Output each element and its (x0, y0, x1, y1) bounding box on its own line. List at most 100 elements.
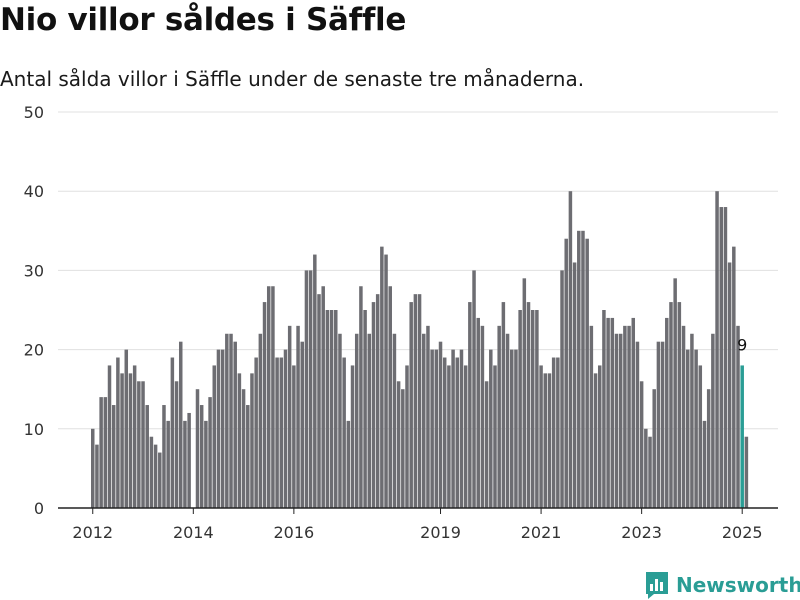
bar (413, 294, 418, 508)
bar (690, 333, 694, 508)
bar (472, 270, 476, 508)
bar (589, 325, 594, 508)
bar (313, 254, 317, 508)
bar (719, 207, 723, 509)
bar (518, 310, 522, 508)
bar (723, 207, 728, 509)
bar (275, 357, 279, 508)
chart-title: Nio villor såldes i Säffle (0, 2, 407, 38)
bar (715, 191, 719, 508)
bar (287, 325, 292, 508)
bar (271, 286, 275, 508)
bar (111, 405, 116, 508)
bar (334, 310, 338, 508)
x-tick-label: 2016 (274, 523, 315, 542)
bar (367, 333, 372, 508)
bar (99, 397, 103, 508)
bar (480, 325, 485, 508)
bar (409, 302, 413, 508)
bar (736, 325, 740, 508)
highlight-bar (740, 365, 744, 508)
bar (405, 365, 409, 508)
bar (656, 341, 661, 508)
bar (258, 333, 263, 508)
bar (510, 349, 514, 508)
bar (153, 444, 158, 508)
bar (543, 373, 548, 508)
bar (137, 381, 141, 508)
bar (644, 428, 648, 508)
bar (535, 310, 539, 508)
bar (447, 365, 451, 508)
bar (225, 333, 229, 508)
bar (627, 325, 631, 508)
bar (530, 310, 535, 508)
bar (459, 349, 464, 508)
bar (744, 436, 749, 508)
bar (162, 405, 166, 508)
x-tick-label: 2019 (420, 523, 461, 542)
y-tick-label: 50 (24, 103, 44, 122)
bar (706, 389, 711, 508)
bar (354, 333, 359, 508)
y-tick-label: 10 (24, 420, 44, 439)
bar (660, 341, 665, 508)
bar (342, 357, 346, 508)
bar (283, 349, 288, 508)
bar (514, 349, 518, 508)
bar (292, 365, 296, 508)
bar (103, 397, 108, 508)
bar (304, 270, 309, 508)
bar (212, 365, 217, 508)
bar (371, 302, 376, 508)
bar (451, 349, 455, 508)
data-labels: 9 (737, 335, 747, 354)
bar (463, 365, 468, 508)
bar (308, 270, 313, 508)
bar (422, 333, 426, 508)
bar (685, 349, 690, 508)
bar (551, 357, 556, 508)
x-tick-label: 2025 (722, 523, 763, 542)
bar (468, 302, 472, 508)
bar (623, 325, 627, 508)
bar (392, 333, 397, 508)
bar (296, 325, 300, 508)
bar (493, 365, 497, 508)
bar (417, 294, 422, 508)
bar (317, 294, 321, 508)
bar (639, 381, 644, 508)
bar (497, 325, 501, 508)
bar (442, 357, 447, 508)
y-tick-label: 40 (24, 182, 44, 201)
bar (438, 341, 443, 508)
bar (216, 349, 221, 508)
chart-subtitle: Antal sålda villor i Säffle under de sen… (0, 67, 585, 91)
bar (107, 365, 112, 508)
bar (388, 286, 392, 508)
bar (141, 381, 145, 508)
bar (359, 286, 363, 508)
bar (187, 412, 191, 508)
bar (250, 373, 254, 508)
bar (128, 373, 133, 508)
bars (91, 191, 749, 509)
bar (233, 341, 237, 508)
bar (329, 310, 334, 508)
bar (132, 365, 137, 508)
bar (711, 333, 715, 508)
x-axis-ticks: 2012 2014 2016 2019 2021 2023 2025 (72, 508, 763, 542)
bar (325, 310, 330, 508)
bar (166, 420, 170, 508)
bar (556, 357, 560, 508)
bar (669, 302, 673, 508)
bar (560, 270, 564, 508)
bar (702, 420, 707, 508)
bar (183, 420, 187, 508)
bar (220, 349, 225, 508)
bar (426, 325, 430, 508)
bar (204, 420, 208, 508)
bar (539, 365, 543, 508)
bar (237, 373, 242, 508)
